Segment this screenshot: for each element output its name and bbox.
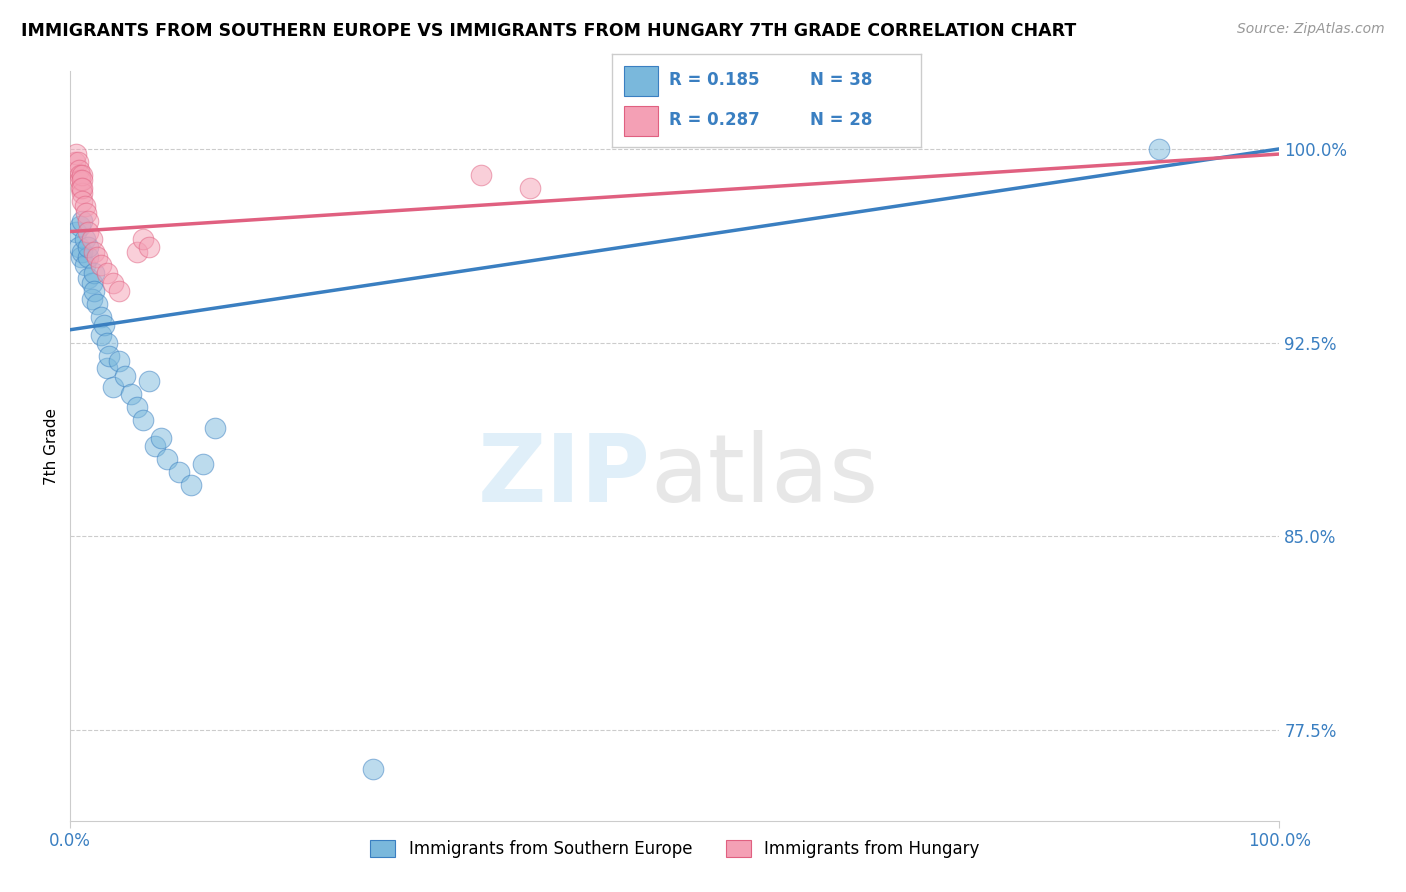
Point	[90, 327, 111, 342]
Text: Source: ZipAtlas.com: Source: ZipAtlas.com	[1237, 22, 1385, 37]
Point	[143, 439, 166, 453]
Point	[150, 431, 172, 445]
Point	[107, 284, 129, 298]
Point	[72, 245, 94, 260]
Point	[132, 413, 155, 427]
Point	[69, 219, 91, 234]
Point	[83, 245, 105, 260]
Point	[114, 369, 136, 384]
Point	[180, 477, 202, 491]
Point	[72, 214, 94, 228]
Point	[63, 154, 86, 169]
Point	[96, 266, 118, 280]
Point	[156, 451, 179, 466]
Point	[69, 168, 91, 182]
Point	[125, 245, 148, 260]
Point	[66, 154, 89, 169]
Point	[77, 214, 100, 228]
Legend: Immigrants from Southern Europe, Immigrants from Hungary: Immigrants from Southern Europe, Immigra…	[364, 833, 986, 864]
Point	[1147, 142, 1170, 156]
Point	[98, 349, 121, 363]
Point	[519, 180, 541, 194]
Text: atlas: atlas	[651, 430, 879, 522]
Point	[83, 284, 105, 298]
Text: R = 0.287: R = 0.287	[669, 112, 759, 129]
Point	[101, 379, 124, 393]
Text: N = 28: N = 28	[810, 112, 872, 129]
Point	[138, 375, 160, 389]
Point	[470, 168, 492, 182]
Point	[77, 240, 100, 254]
Point	[65, 225, 87, 239]
Point	[361, 762, 384, 776]
Point	[69, 173, 91, 187]
Point	[72, 168, 94, 182]
Point	[72, 173, 94, 187]
Point	[73, 232, 96, 246]
Point	[96, 335, 118, 350]
Point	[65, 147, 87, 161]
Point	[90, 310, 111, 324]
Y-axis label: 7th Grade: 7th Grade	[44, 408, 59, 484]
Point	[132, 232, 155, 246]
Point	[83, 266, 105, 280]
Point	[193, 457, 215, 471]
Point	[80, 292, 103, 306]
Point	[77, 225, 100, 239]
Point	[67, 162, 90, 177]
Point	[75, 206, 97, 220]
Bar	[624, 66, 658, 95]
Point	[204, 421, 226, 435]
Point	[93, 318, 115, 332]
Text: N = 38: N = 38	[810, 71, 872, 89]
Point	[86, 251, 108, 265]
Point	[70, 251, 93, 265]
Point	[138, 240, 160, 254]
Point	[90, 258, 111, 272]
Point	[72, 194, 94, 208]
Text: ZIP: ZIP	[478, 430, 651, 522]
Point	[96, 361, 118, 376]
Point	[72, 180, 94, 194]
Point	[120, 387, 142, 401]
Point	[80, 277, 103, 291]
Text: R = 0.185: R = 0.185	[669, 71, 759, 89]
Point	[67, 240, 90, 254]
Point	[77, 271, 100, 285]
Bar	[624, 106, 658, 136]
Point	[101, 277, 124, 291]
Point	[86, 297, 108, 311]
Point	[80, 232, 103, 246]
Point	[107, 353, 129, 368]
Point	[73, 199, 96, 213]
Point	[125, 401, 148, 415]
Point	[167, 465, 190, 479]
Point	[73, 258, 96, 272]
Point	[72, 186, 94, 200]
Point	[70, 180, 93, 194]
Point	[77, 251, 100, 265]
Text: IMMIGRANTS FROM SOUTHERN EUROPE VS IMMIGRANTS FROM HUNGARY 7TH GRADE CORRELATION: IMMIGRANTS FROM SOUTHERN EUROPE VS IMMIG…	[21, 22, 1077, 40]
